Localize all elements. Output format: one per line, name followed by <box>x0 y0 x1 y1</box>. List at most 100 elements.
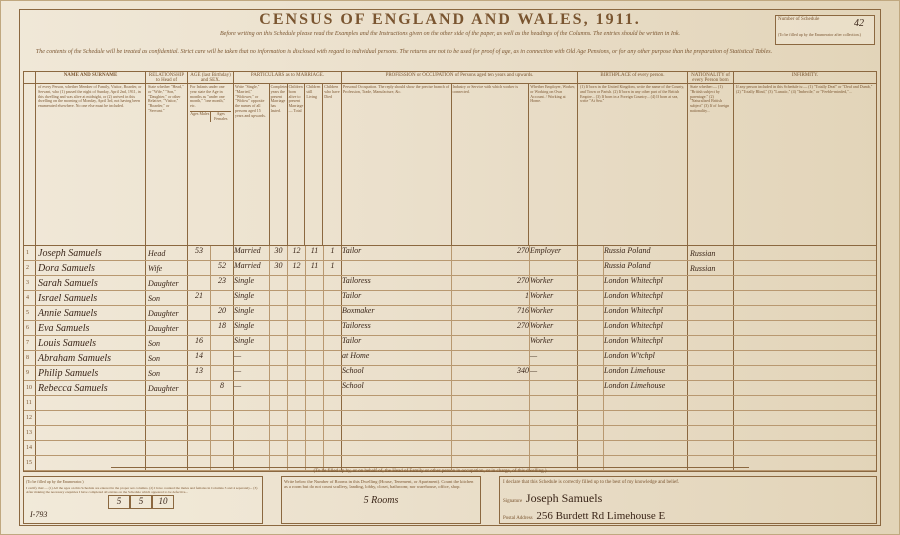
col-occ: PROFESSION or OCCUPATION of Persons aged… <box>342 72 578 83</box>
cell-name: Philip Samuels <box>36 366 146 380</box>
cell-mar-status: Single <box>234 291 270 305</box>
row-num: 8 <box>24 351 36 365</box>
cell-age-m <box>188 261 211 275</box>
cell-occ-emp: — <box>530 351 578 365</box>
cell-occ-emp: Worker <box>530 291 578 305</box>
table-row: 10Rebecca SamuelsDaughter8—SchoolLondon … <box>24 381 876 396</box>
cell-rel: Wife <box>146 261 188 275</box>
cell-mar-tot <box>288 441 306 455</box>
sum-persons: 10 <box>152 495 174 509</box>
cell-occ-pers: Tailoress <box>342 321 452 335</box>
cell-name <box>36 396 146 410</box>
cell-age-f <box>211 336 234 350</box>
cell-mar-status: — <box>234 381 270 395</box>
cell-mar-die <box>324 321 342 335</box>
cell-mar <box>234 396 342 410</box>
cell-age-m: 21 <box>188 291 211 305</box>
cell-inf <box>734 276 876 290</box>
cell-mar-liv <box>306 396 324 410</box>
cell-inf <box>734 336 876 350</box>
cell-mar-die <box>324 411 342 425</box>
rooms-box: Write below the Number of Rooms in this … <box>281 476 481 524</box>
cell-name: Joseph Samuels <box>36 246 146 260</box>
signature: Joseph Samuels <box>526 491 602 505</box>
table-row: 12 <box>24 411 876 426</box>
cell-mar-liv <box>306 441 324 455</box>
cell-name: Eva Samuels <box>36 321 146 335</box>
cell-rel: Daughter <box>146 306 188 320</box>
cell-occ: TailorWorker <box>342 336 578 350</box>
cell-mar: Single <box>234 276 342 290</box>
cell-rel: Son <box>146 336 188 350</box>
cell-occ-pers <box>342 411 452 425</box>
row-num: 10 <box>24 381 36 395</box>
cell-mar-liv: 11 <box>306 261 324 275</box>
table-row: 2Dora SamuelsWife52Married3012111Russia … <box>24 261 876 276</box>
cell-age: 18 <box>188 321 234 335</box>
cell-age-f: 52 <box>211 261 234 275</box>
cell-mar-die <box>324 381 342 395</box>
cell-rel <box>146 441 188 455</box>
row-num: 3 <box>24 276 36 290</box>
filled-up-note: (To be filled up by, or on behalf of, th… <box>111 467 749 474</box>
table-row: 11 <box>24 396 876 411</box>
cell-age: 23 <box>188 276 234 290</box>
enum-label: (To be filled up by the Enumerator.) <box>26 479 260 484</box>
col-birth-detail: (1) If born in the United Kingdom, write… <box>578 84 688 245</box>
cell-mar-die: 1 <box>324 246 342 260</box>
cell-occ-pers: Tailor <box>342 246 452 260</box>
cell-occ-pers: at Home <box>342 351 452 365</box>
cell-age-f: 8 <box>211 381 234 395</box>
table-row: 1Joseph SamuelsHead53Married3012111Tailo… <box>24 246 876 261</box>
cell-name: Israel Samuels <box>36 291 146 305</box>
cell-inf <box>734 261 876 275</box>
cell-age-f <box>211 291 234 305</box>
cell-occ-ind <box>452 441 530 455</box>
col-nat: NATIONALITY of every Person born in a Fo… <box>688 72 734 83</box>
cell-age-m: 53 <box>188 246 211 260</box>
sum-females: 5 <box>130 495 152 509</box>
cell-birth-b <box>604 411 688 425</box>
col-name: NAME AND SURNAME <box>36 72 146 83</box>
cell-rel: Son <box>146 366 188 380</box>
cell-birth <box>578 411 688 425</box>
title-bar: CENSUS OF ENGLAND AND WALES, 1911. Befor… <box>21 11 879 47</box>
page-subtitle: Before writing on this Schedule please r… <box>21 31 879 37</box>
cell-occ-pers <box>342 441 452 455</box>
occ-personal: Personal Occupation. The reply should sh… <box>342 84 452 245</box>
cell-occ-ind <box>452 396 530 410</box>
cell-mar-die <box>324 306 342 320</box>
cell-mar-liv <box>306 366 324 380</box>
cell-birth-a <box>578 351 604 365</box>
table-row: 5Annie SamuelsDaughter20SingleBoxmaker71… <box>24 306 876 321</box>
cell-name: Louis Samuels <box>36 336 146 350</box>
cell-mar-status <box>234 426 270 440</box>
cell-mar-tot: 12 <box>288 261 306 275</box>
cell-birth-b: London Whitechpl <box>604 321 688 335</box>
cell-birth <box>578 426 688 440</box>
cell-name: Annie Samuels <box>36 306 146 320</box>
cell-occ-pers: Tailor <box>342 291 452 305</box>
cell-name <box>36 411 146 425</box>
cell-mar-liv <box>306 321 324 335</box>
col-rel: RELATIONSHIP to Head of Family. <box>146 72 188 83</box>
occ-industry: Industry or Service with which worker is… <box>452 84 530 245</box>
cell-rel: Head <box>146 246 188 260</box>
cell-birth: London Limehouse <box>578 381 688 395</box>
cell-inf <box>734 381 876 395</box>
census-table: NAME AND SURNAME RELATIONSHIP to Head of… <box>23 71 877 472</box>
cell-rel <box>146 411 188 425</box>
cell-age <box>188 426 234 440</box>
cell-age-f <box>211 246 234 260</box>
table-row: 9Philip SamuelsSon13—School340—London Li… <box>24 366 876 381</box>
cell-birth-a <box>578 426 604 440</box>
sig-label: Signature <box>503 499 522 504</box>
cell-birth: London Whitechpl <box>578 336 688 350</box>
cell-mar-status: Single <box>234 336 270 350</box>
cell-age: 53 <box>188 246 234 260</box>
cell-age-m <box>188 441 211 455</box>
cell-birth-b: Russia Poland <box>604 246 688 260</box>
header-row-2: of every Person, whether Member of Famil… <box>24 84 876 246</box>
cell-birth-a <box>578 381 604 395</box>
cell-name: Rebecca Samuels <box>36 381 146 395</box>
